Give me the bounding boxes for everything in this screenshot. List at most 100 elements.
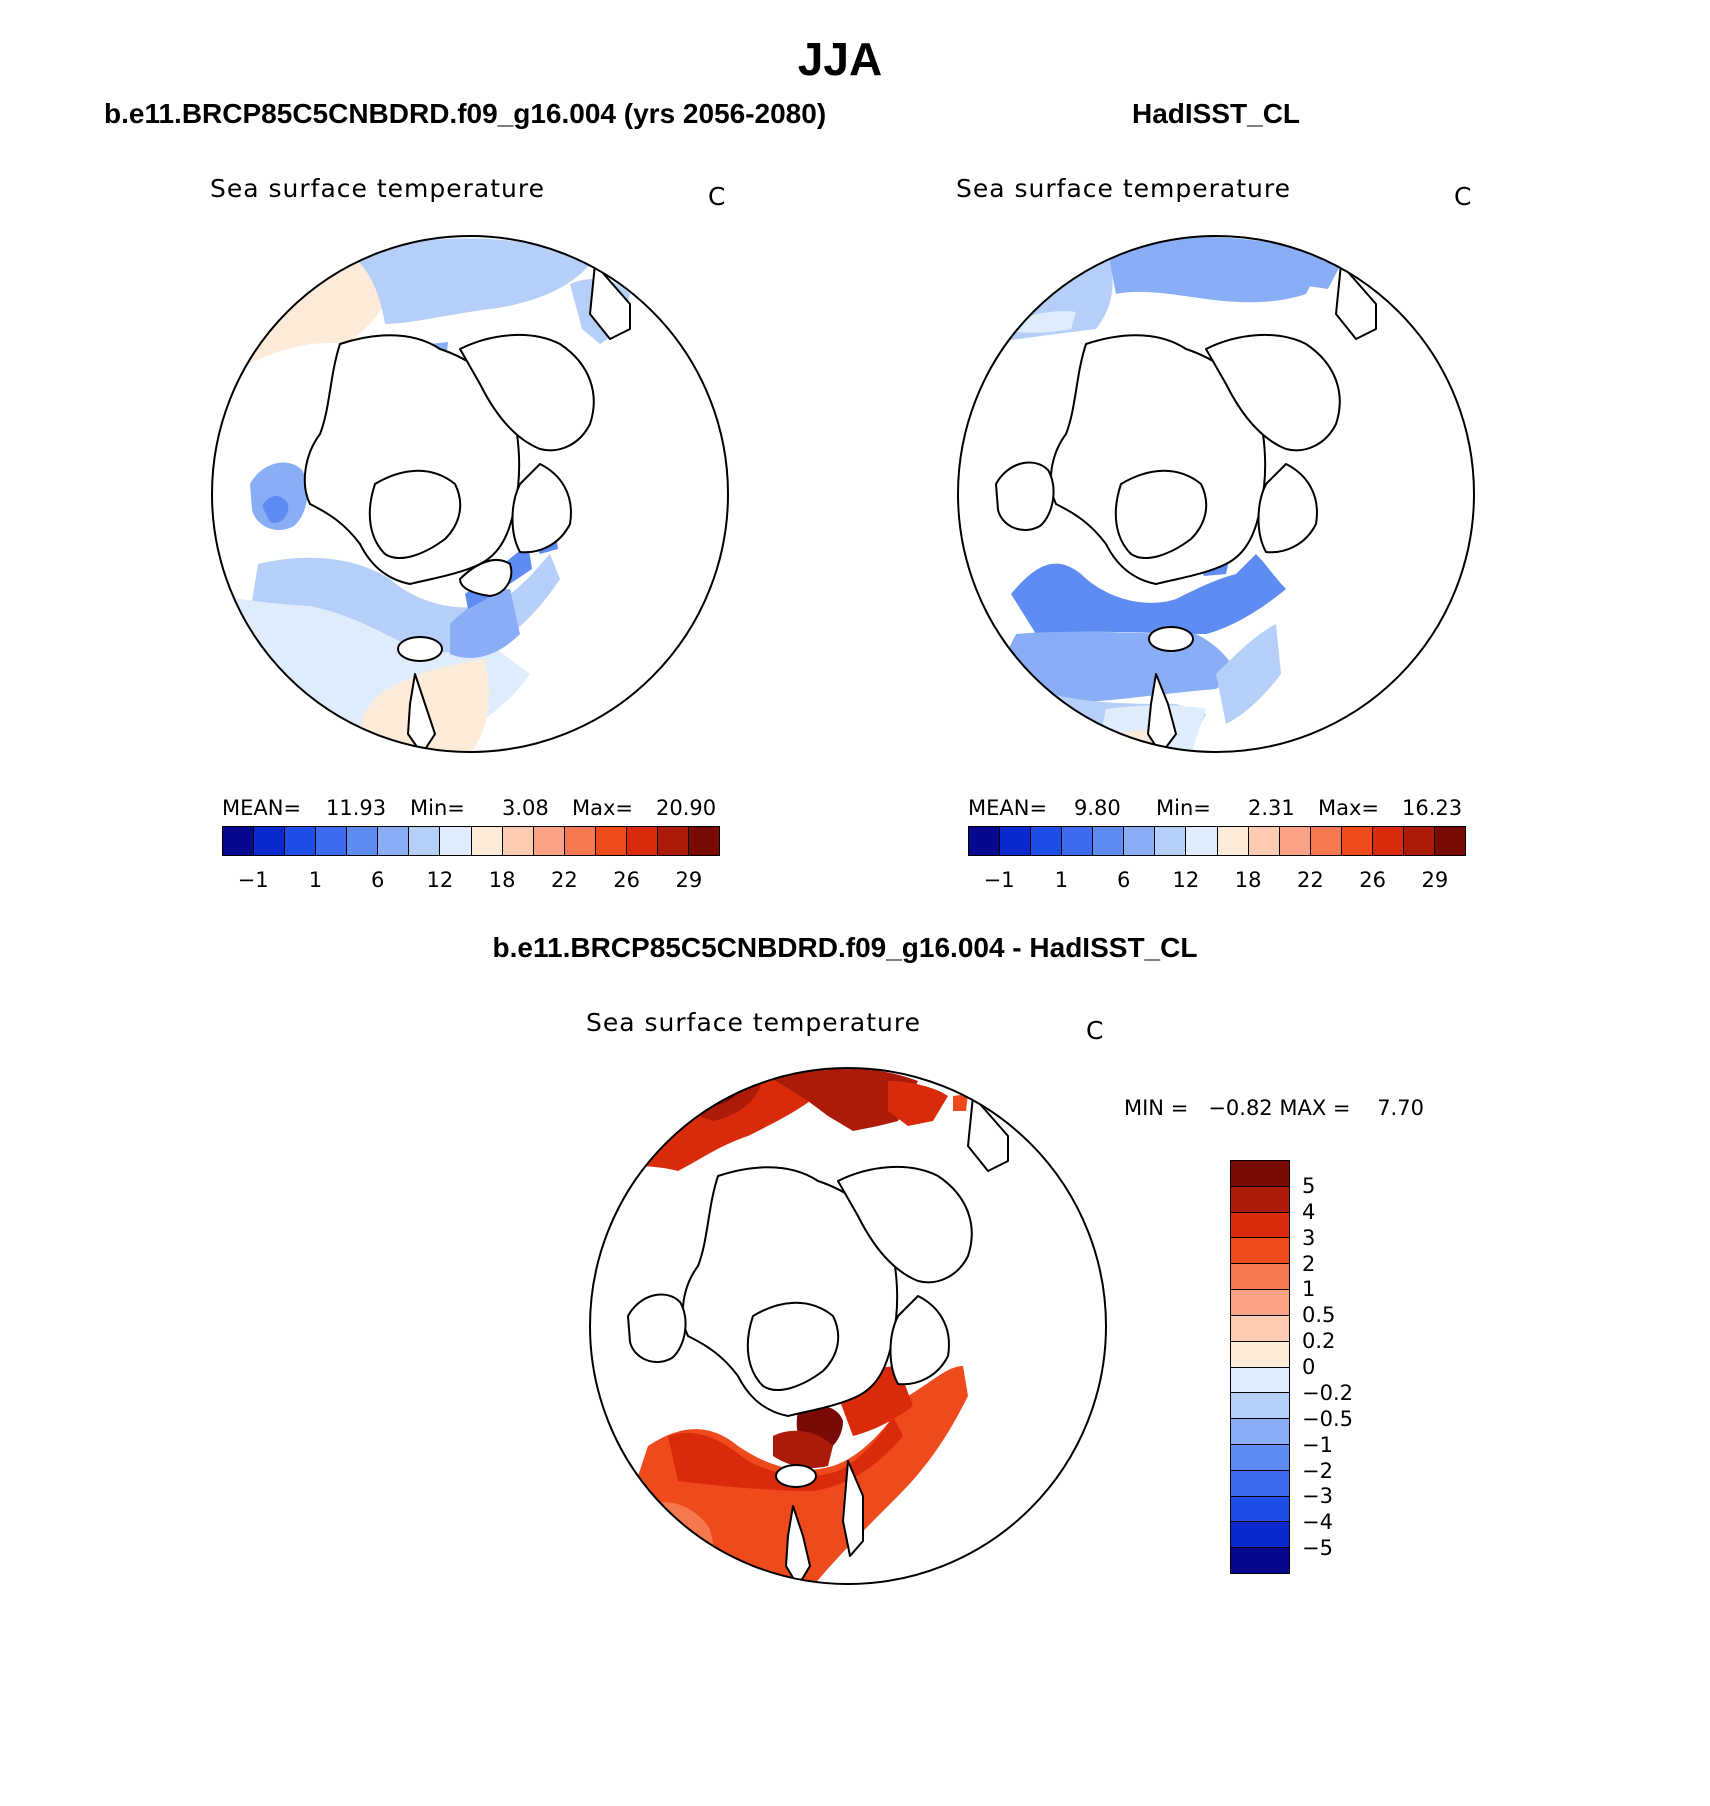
colorbar-swatch — [1231, 1367, 1289, 1394]
colorbar-tick-label: 29 — [675, 868, 703, 892]
colorbar-swatch — [1231, 1212, 1289, 1239]
colorbar-swatch — [1231, 1393, 1289, 1420]
colorbar-swatch — [1031, 827, 1063, 855]
colorbar-swatch — [1231, 1238, 1289, 1265]
colorbar-swatch — [1217, 827, 1249, 855]
colorbar-swatch — [657, 827, 689, 855]
diff-colorbar — [1230, 1160, 1290, 1574]
colorbar-tick-label: 3 — [1302, 1225, 1316, 1250]
colorbar-tick-label: 22 — [551, 868, 578, 892]
colorbar-tick-label: 22 — [1297, 868, 1324, 892]
colorbar-tick-label: 12 — [426, 868, 454, 892]
colorbar-tick-label: 18 — [1234, 868, 1262, 892]
colorbar-swatch — [595, 827, 627, 855]
colorbar-tick-label: 29 — [1421, 868, 1449, 892]
colorbar-tick-label: −5 — [1302, 1536, 1333, 1561]
colorbar-swatch — [1000, 827, 1032, 855]
colorbar-tick-label: 1 — [1302, 1277, 1316, 1302]
model-case-title: b.e11.BRCP85C5CNBDRD.f09_g16.004 (yrs 20… — [104, 98, 827, 129]
colorbar-swatch — [688, 827, 719, 855]
model-sst-map — [211, 235, 729, 753]
colorbar-swatch — [1310, 827, 1342, 855]
colorbar-swatch — [1155, 827, 1187, 855]
colorbar-swatch — [1372, 827, 1404, 855]
obs-min-label: Min= — [1156, 796, 1211, 820]
colorbar-swatch — [1231, 1186, 1289, 1213]
colorbar-swatch — [316, 827, 348, 855]
model-mean-label: MEAN= — [222, 796, 302, 820]
colorbar-swatch — [969, 827, 1001, 855]
model-units-label: C — [708, 182, 726, 211]
colorbar-swatch — [1341, 827, 1373, 855]
obs-case-title: HadISST_CL — [1132, 98, 1301, 129]
colorbar-tick-label: 26 — [1359, 868, 1386, 892]
model-colorbar — [222, 826, 720, 856]
model-min-label: Min= — [410, 796, 465, 820]
model-min-value: 3.08 — [502, 796, 549, 820]
colorbar-swatch — [1231, 1548, 1289, 1573]
colorbar-swatch — [285, 827, 317, 855]
colorbar-swatch — [1279, 827, 1311, 855]
colorbar-swatch — [1231, 1161, 1289, 1187]
colorbar-tick-label: −0.2 — [1302, 1380, 1353, 1405]
colorbar-swatch — [1231, 1419, 1289, 1445]
colorbar-tick-label: 26 — [613, 868, 640, 892]
colorbar-swatch — [1248, 827, 1280, 855]
colorbar-swatch — [378, 827, 410, 855]
obs-units-label: C — [1454, 182, 1472, 211]
colorbar-swatch — [440, 827, 472, 855]
colorbar-tick-label: 1 — [308, 868, 323, 892]
colorbar-tick-label: −1 — [983, 868, 1015, 892]
colorbar-tick-label: 6 — [370, 868, 385, 892]
colorbar-tick-label: 0 — [1302, 1355, 1316, 1379]
obs-min-value: 2.31 — [1248, 796, 1295, 820]
diff-case-title: b.e11.BRCP85C5CNBDRD.f09_g16.004 - HadIS… — [492, 932, 1198, 963]
colorbar-swatch — [1093, 827, 1125, 855]
colorbar-tick-label: 0.2 — [1302, 1329, 1336, 1354]
colorbar-swatch — [1434, 827, 1465, 855]
colorbar-swatch — [254, 827, 286, 855]
colorbar-swatch — [1186, 827, 1218, 855]
colorbar-swatch — [1231, 1444, 1289, 1471]
diff-variable-label: Sea surface temperature — [586, 1008, 921, 1037]
colorbar-swatch — [1231, 1522, 1289, 1549]
obs-mean-value: 9.80 — [1074, 796, 1121, 820]
colorbar-swatch — [1403, 827, 1435, 855]
colorbar-swatch — [533, 827, 565, 855]
model-max-value: 20.90 — [656, 796, 717, 820]
colorbar-tick-label: 5 — [1302, 1173, 1316, 1198]
colorbar-swatch — [1231, 1290, 1289, 1316]
obs-mean-label: MEAN= — [968, 796, 1048, 820]
colorbar-tick-label: −3 — [1302, 1484, 1333, 1509]
colorbar-tick-label: −2 — [1302, 1458, 1333, 1483]
colorbar-tick-label: −1 — [1302, 1432, 1333, 1457]
colorbar-tick-label: 1 — [1054, 868, 1069, 892]
obs-sst-map — [957, 235, 1475, 753]
obs-variable-label: Sea surface temperature — [956, 174, 1291, 203]
colorbar-tick-label: 0.5 — [1302, 1303, 1336, 1328]
colorbar-tick-label: 4 — [1302, 1199, 1316, 1224]
colorbar-swatch — [223, 827, 255, 855]
obs-max-value: 16.23 — [1402, 796, 1463, 820]
colorbar-tick-label: 2 — [1302, 1251, 1316, 1276]
colorbar-swatch — [347, 827, 379, 855]
colorbar-tick-label: 6 — [1116, 868, 1131, 892]
colorbar-tick-label: −4 — [1302, 1510, 1333, 1535]
obs-max-label: Max= — [1318, 796, 1380, 820]
obs-colorbar — [968, 826, 1466, 856]
colorbar-swatch — [502, 827, 534, 855]
diff-sst-map — [589, 1067, 1107, 1585]
colorbar-swatch — [1231, 1264, 1289, 1291]
colorbar-swatch — [564, 827, 596, 855]
colorbar-swatch — [626, 827, 658, 855]
colorbar-swatch — [1231, 1341, 1289, 1368]
colorbar-swatch — [471, 827, 503, 855]
colorbar-tick-label: −0.5 — [1302, 1406, 1353, 1431]
diff-minmax-label: MIN = −0.82 MAX = 7.70 — [1124, 1096, 1424, 1120]
colorbar-swatch — [1231, 1315, 1289, 1342]
colorbar-swatch — [1231, 1496, 1289, 1523]
colorbar-tick-label: 18 — [488, 868, 516, 892]
colorbar-swatch — [409, 827, 441, 855]
colorbar-swatch — [1062, 827, 1094, 855]
model-mean-value: 11.93 — [326, 796, 387, 820]
